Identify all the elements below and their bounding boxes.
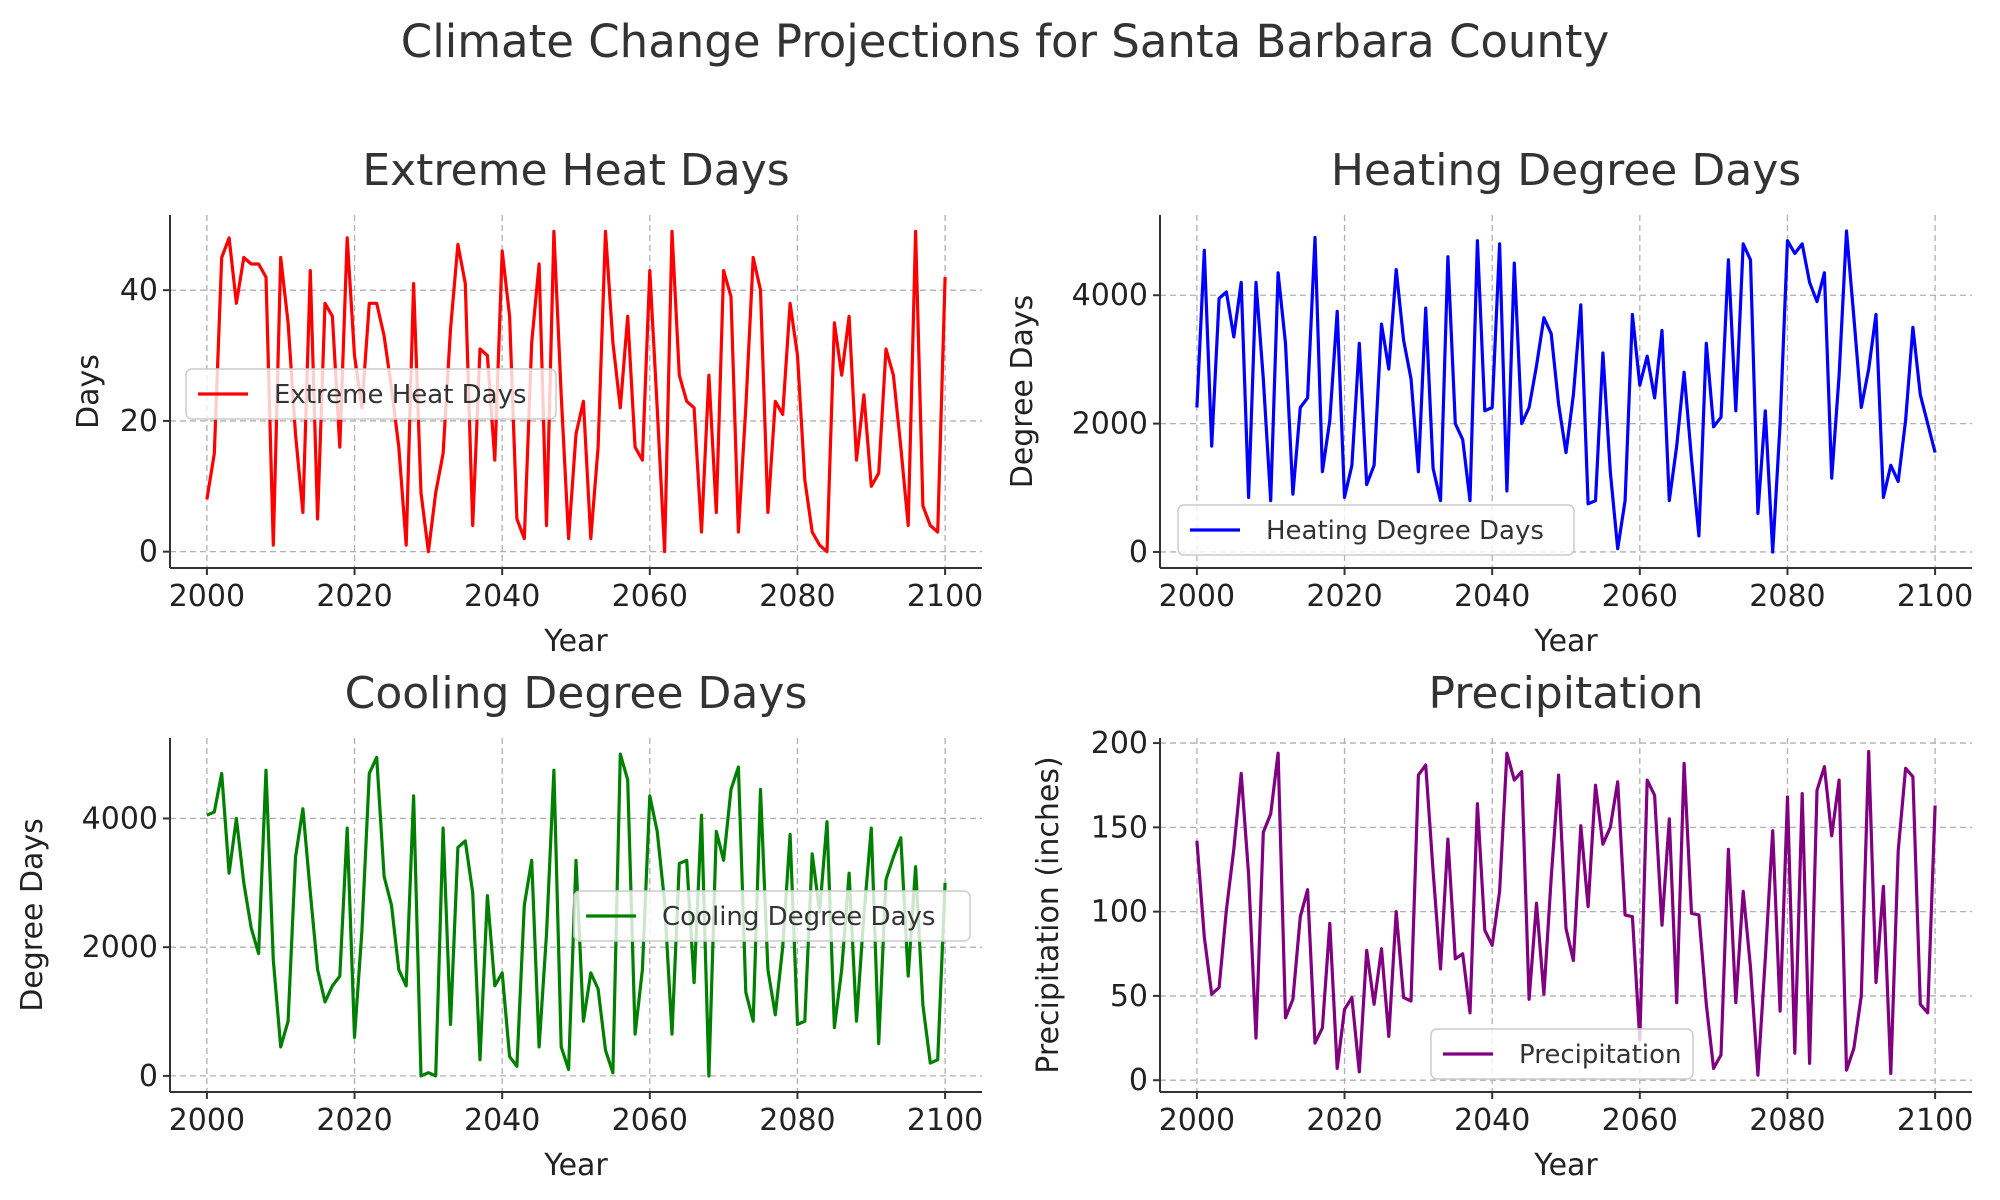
x-tick-label: 2060 [1602,1103,1678,1138]
legend-label: Cooling Degree Days [662,902,935,932]
x-tick-label: 2000 [1159,1103,1235,1138]
x-tick-label: 2100 [907,1103,983,1138]
y-tick-label: 50 [1110,979,1148,1014]
x-tick-label: 2040 [464,1103,540,1138]
x-tick-label: 2040 [1454,579,1530,614]
y-axis-label: Precipitation (inches) [1031,756,1066,1073]
y-tick-label: 0 [1129,1063,1148,1098]
y-tick-label: 150 [1091,810,1148,845]
subplot-title: Precipitation [1428,668,1703,719]
subplot-precipitation: 2000 2020 2040 2060 2080 2100 0 50 100 150 200 Prec… [1031,668,1973,1183]
x-tick-label: 2020 [316,579,392,614]
x-axis-label: Year [1533,624,1598,659]
legend-box [573,890,971,942]
legend-box [1177,504,1575,556]
x-tick-label: 2040 [464,579,540,614]
subplot-title: Cooling Degree Days [345,668,808,719]
legend: Heating Degree Days [1177,504,1575,556]
y-axis-label: Degree Days [1005,295,1040,489]
y-tick-label: 0 [139,1059,158,1094]
x-tick-label: 2020 [1306,579,1382,614]
y-tick-label: 4000 [82,801,158,836]
grid [170,215,982,568]
x-tick-label: 2080 [759,579,835,614]
legend-label: Extreme Heat Days [274,380,527,410]
y-tick-label: 0 [139,535,158,570]
x-tick-label: 2020 [1306,1103,1382,1138]
x-axis-label: Year [543,1148,608,1183]
x-tick-label: 2060 [1602,579,1678,614]
x-tick-label: 2000 [169,1103,245,1138]
x-tick-label: 2100 [1897,579,1973,614]
x-axis-label: Year [543,624,608,659]
y-axis-label: Degree Days [15,818,50,1012]
x-tick-label: 2080 [1749,1103,1825,1138]
series-line [1195,749,1937,1077]
y-axis-label: Days [71,354,106,429]
subplot-title: Extreme Heat Days [362,145,789,196]
legend: Precipitation [1430,1028,1694,1080]
x-tick-label: 2000 [169,579,245,614]
legend-box [1430,1028,1694,1080]
x-tick-label: 2060 [612,1103,688,1138]
subplot-cooling-degree-days: 2000 2020 2040 2060 2080 2100 0 2000 4000 Cooling… [15,668,983,1183]
x-tick-label: 2040 [1454,1103,1530,1138]
y-tick-label: 2000 [1072,407,1148,442]
y-tick-label: 200 [1091,726,1148,761]
y-tick-label: 100 [1091,895,1148,930]
x-tick-label: 2020 [316,1103,392,1138]
y-tick-label: 2000 [82,930,158,965]
series-line [205,229,947,554]
x-axis-label: Year [1533,1148,1598,1183]
series-line [206,752,947,1078]
subplot-heating-degree-days: 2000 2020 2040 2060 2080 2100 0 2000 4000 Heating… [1005,145,1973,659]
x-tick-label: 2100 [907,579,983,614]
figure-title: Climate Change Projections for Santa Bar… [401,15,1609,68]
legend-label: Heating Degree Days [1266,516,1544,546]
subplot-title: Heating Degree Days [1331,145,1801,196]
y-tick-label: 20 [120,404,158,439]
x-tick-label: 2080 [759,1103,835,1138]
x-tick-label: 2000 [1159,579,1235,614]
y-tick-label: 4000 [1072,278,1148,313]
legend-label: Precipitation [1519,1040,1682,1070]
legend: Cooling Degree Days [573,890,971,942]
x-tick-label: 2060 [612,579,688,614]
legend-box [185,368,557,420]
y-tick-label: 0 [1129,535,1148,570]
legend: Extreme Heat Days [185,368,557,420]
x-tick-label: 2100 [1897,1103,1973,1138]
x-tick-label: 2080 [1749,579,1825,614]
y-tick-label: 40 [120,273,158,308]
series-line [1195,229,1937,554]
